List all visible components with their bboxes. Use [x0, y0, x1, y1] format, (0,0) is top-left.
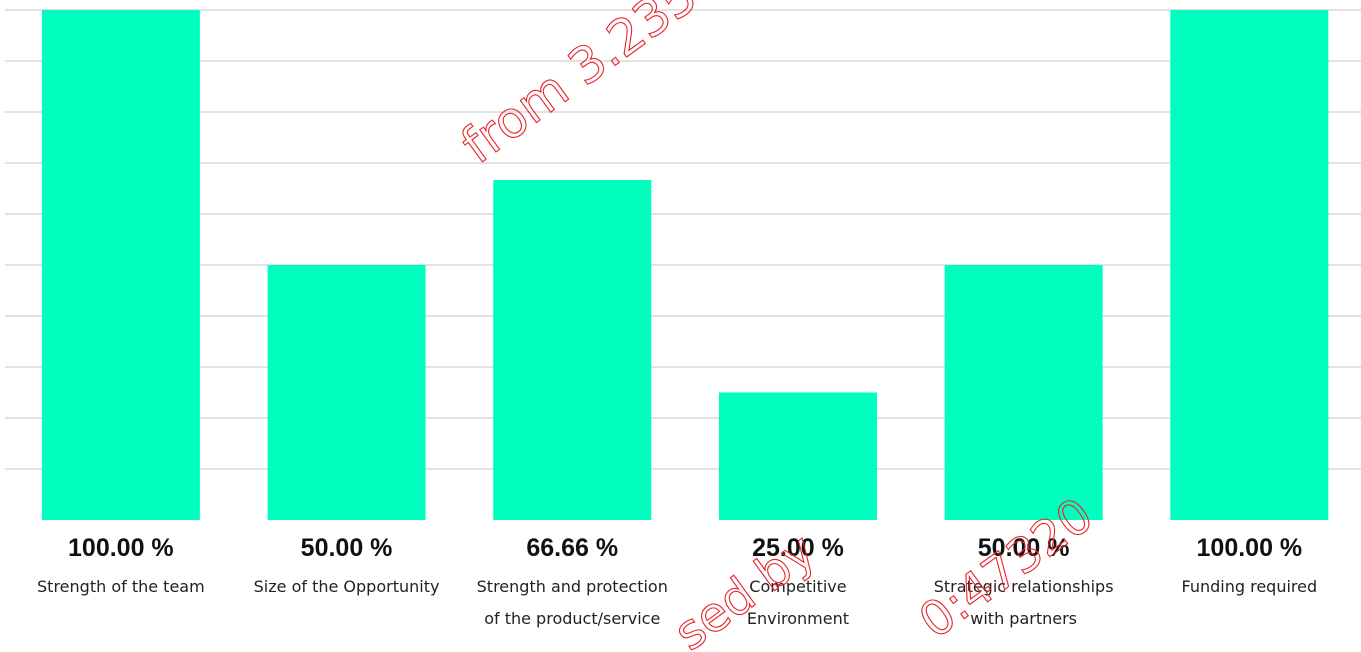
- category-label-2: Size of the Opportunity: [254, 577, 440, 596]
- bar-6: [1170, 10, 1329, 520]
- category-label-3: Strength and protection: [477, 577, 668, 596]
- category-label-5: with partners: [970, 609, 1077, 628]
- watermark-text-1: from 3.235: [451, 0, 708, 175]
- bars: [41, 10, 1329, 520]
- gridlines: [5, 9, 1361, 470]
- labels: 100.00 % Strength of the team 50.00 % Size …: [37, 534, 1317, 628]
- bar-4: [718, 392, 877, 520]
- value-label-4: 25.00 %: [752, 534, 844, 562]
- bar-5: [944, 265, 1103, 520]
- category-label-3: of the product/service: [484, 609, 660, 628]
- category-label-6: Funding required: [1182, 577, 1318, 596]
- category-label-5: Strategic relationships: [934, 577, 1114, 596]
- category-label-4: Environment: [747, 609, 849, 628]
- value-label-6: 100.00 %: [1197, 534, 1303, 562]
- value-label-3: 66.66 %: [526, 534, 618, 562]
- value-label-1: 100.00 %: [68, 534, 174, 562]
- value-label-2: 50.00 %: [301, 534, 393, 562]
- category-label-4: Competitive: [749, 577, 846, 596]
- bar-2: [267, 265, 426, 520]
- category-label-1: Strength of the team: [37, 577, 205, 596]
- value-label-5: 50.00 %: [978, 534, 1070, 562]
- bar-1: [41, 10, 200, 520]
- bar-3: [493, 180, 652, 520]
